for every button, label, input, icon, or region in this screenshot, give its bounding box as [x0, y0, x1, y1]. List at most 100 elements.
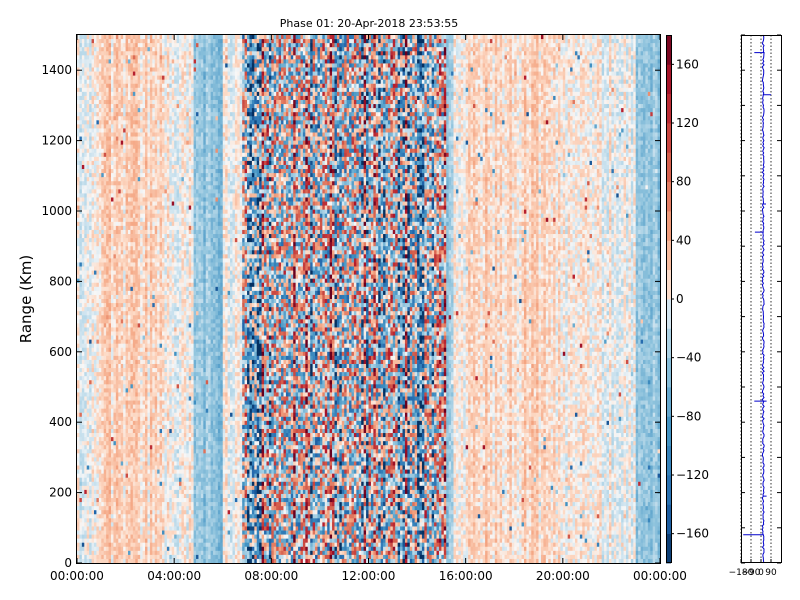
heatmap-cell: [164, 506, 167, 510]
heatmap-cell: [84, 433, 87, 437]
heatmap-cell: [87, 425, 90, 429]
heatmap-cell: [79, 141, 82, 145]
heatmap-cell: [109, 531, 112, 535]
heatmap-cell: [157, 307, 160, 311]
heatmap-cell: [128, 510, 131, 514]
heatmap-cell: [128, 177, 131, 181]
heatmap-cell: [96, 461, 99, 465]
heatmap-cell: [147, 287, 150, 291]
heatmap-cell: [101, 535, 104, 539]
heatmap-cell: [99, 181, 102, 185]
heatmap-cell: [104, 409, 107, 413]
heatmap-cell: [147, 514, 150, 518]
heatmap-cell: [101, 116, 104, 120]
heatmap-cell: [101, 59, 104, 63]
heatmap-cell: [140, 92, 143, 96]
heatmap-cell: [84, 246, 87, 250]
heatmap-cell: [140, 437, 143, 441]
heatmap-cell: [101, 388, 104, 392]
heatmap-cell: [150, 67, 153, 71]
heatmap-cell: [126, 461, 129, 465]
heatmap-cell: [89, 202, 92, 206]
heatmap-cell: [135, 445, 138, 449]
heatmap-cell: [79, 539, 82, 543]
heatmap-cell: [79, 88, 82, 92]
heatmap-cell: [79, 413, 82, 417]
heatmap-cell: [143, 445, 146, 449]
heatmap-cell: [140, 173, 143, 177]
heatmap-cell: [147, 449, 150, 453]
heatmap-cell: [89, 299, 92, 303]
heatmap-cell: [150, 189, 153, 193]
heatmap-cell: [155, 169, 158, 173]
heatmap-cell: [118, 63, 121, 67]
heatmap-cell: [145, 218, 148, 222]
heatmap-cell: [162, 189, 165, 193]
heatmap-cell: [130, 559, 133, 563]
heatmap-cell: [128, 486, 131, 490]
heatmap-cell: [152, 535, 155, 539]
heatmap-cell: [94, 283, 97, 287]
heatmap-cell: [99, 242, 102, 246]
heatmap-cell: [109, 76, 112, 80]
heatmap-cell: [109, 482, 112, 486]
heatmap-cell: [94, 449, 97, 453]
heatmap-cell: [111, 331, 114, 335]
heatmap-cell: [126, 169, 129, 173]
heatmap-cell: [79, 100, 82, 104]
heatmap-cell: [92, 457, 95, 461]
heatmap-cell: [113, 39, 116, 43]
heatmap-cell: [152, 441, 155, 445]
heatmap-cell: [130, 555, 133, 559]
heatmap-cell: [128, 461, 131, 465]
heatmap-cell: [104, 319, 107, 323]
heatmap-cell: [113, 429, 116, 433]
heatmap-cell: [155, 429, 158, 433]
heatmap-cell: [150, 376, 153, 380]
heatmap-cell: [96, 267, 99, 271]
heatmap-cell: [104, 271, 107, 275]
heatmap-cell: [101, 120, 104, 124]
heatmap-cell: [118, 299, 121, 303]
heatmap-cell: [104, 518, 107, 522]
heatmap-cell: [106, 356, 109, 360]
heatmap-cell: [87, 417, 90, 421]
heatmap-cell: [140, 275, 143, 279]
heatmap-cell: [143, 360, 146, 364]
heatmap-cell: [133, 145, 136, 149]
heatmap-cell: [150, 63, 153, 67]
heatmap-cell: [99, 295, 102, 299]
heatmap-cell: [164, 226, 167, 230]
heatmap-cell: [145, 348, 148, 352]
heatmap-cell: [121, 291, 124, 295]
heatmap-cell: [164, 429, 167, 433]
heatmap-cell: [128, 299, 131, 303]
heatmap-cell: [113, 323, 116, 327]
heatmap-cell: [111, 474, 114, 478]
heatmap-cell: [169, 72, 172, 76]
heatmap-cell: [160, 514, 163, 518]
heatmap-cell: [106, 238, 109, 242]
heatmap-cell: [118, 287, 121, 291]
heatmap-cell: [130, 132, 133, 136]
heatmap-cell: [84, 331, 87, 335]
heatmap-cell: [82, 153, 85, 157]
heatmap-cell: [155, 291, 158, 295]
heatmap-cell: [157, 364, 160, 368]
heatmap-cell: [128, 457, 131, 461]
heatmap-cell: [167, 299, 170, 303]
heatmap-cell: [109, 108, 112, 112]
heatmap-cell: [113, 348, 116, 352]
heatmap-cell: [118, 279, 121, 283]
heatmap-cell: [155, 522, 158, 526]
heatmap-cell: [106, 429, 109, 433]
heatmap-cell: [160, 449, 163, 453]
heatmap-cell: [157, 413, 160, 417]
heatmap-cell: [92, 104, 95, 108]
heatmap-cell: [169, 43, 172, 47]
heatmap-cell: [164, 535, 167, 539]
heatmap-cell: [145, 401, 148, 405]
heatmap-cell: [101, 258, 104, 262]
heatmap-cell: [82, 303, 85, 307]
heatmap-cell: [138, 409, 141, 413]
